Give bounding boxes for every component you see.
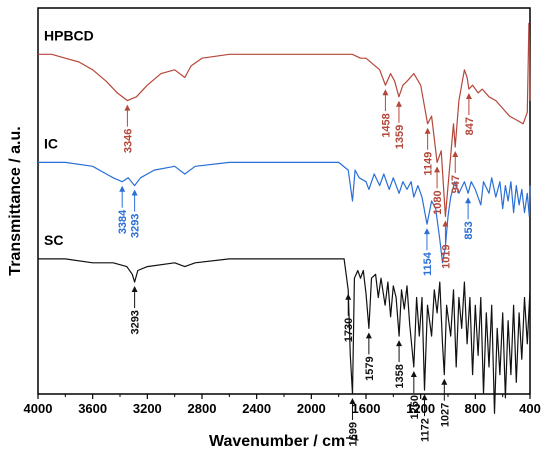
annotation-arrowhead-ic-3384 <box>119 185 126 192</box>
annotation-arrowhead-ic-853 <box>465 197 472 204</box>
series-label-hpbcd: HPBCD <box>44 27 94 43</box>
annotation-label-sc-1579: 1579 <box>364 356 376 380</box>
x-tick-label-1200: 1200 <box>406 401 435 416</box>
annotation-label-sc-1250: 1250 <box>409 395 421 419</box>
annotation-arrowhead-hpbcd-1019 <box>442 220 449 227</box>
x-axis: 4000 3600 3200 2800 2400 2000 1600 1200 800 400 <box>24 394 541 416</box>
annotation-arrowhead-hpbcd-3346 <box>124 104 131 111</box>
x-tick-label-3200: 3200 <box>133 401 162 416</box>
annotation-label-sc-3293: 3293 <box>130 310 142 334</box>
annotation-label-hpbcd-1359: 1359 <box>394 125 406 149</box>
y-axis-title: Transmittance / a.u. <box>7 126 24 275</box>
x-tick-label-400: 400 <box>519 401 541 416</box>
x-tick-label-2800: 2800 <box>188 401 217 416</box>
annotation-label-sc-1027: 1027 <box>439 403 451 427</box>
annotation-label-hpbcd-1458: 1458 <box>380 113 392 137</box>
annotation-arrowhead-ic-1154 <box>423 228 430 235</box>
x-tick-label-3600: 3600 <box>78 401 107 416</box>
annotation-arrowhead-sc-1579 <box>365 332 372 339</box>
annotation-label-hpbcd-1149: 1149 <box>423 152 435 176</box>
annotation-arrowhead-ic-3293 <box>131 189 138 196</box>
annotation-label-sc-1172: 1172 <box>419 418 431 442</box>
annotation-label-hpbcd-3346: 3346 <box>122 129 134 153</box>
annotation-arrowhead-sc-1730 <box>345 293 352 300</box>
series-labels-group: HPBCD IC SC <box>44 27 94 248</box>
annotation-label-ic-1154: 1154 <box>422 251 434 276</box>
annotation-arrowhead-sc-3293 <box>131 286 138 293</box>
annotation-label-hpbcd-1080: 1080 <box>432 190 444 214</box>
annotation-arrowhead-hpbcd-847 <box>465 93 472 100</box>
annotation-arrowhead-sc-1699 <box>349 398 356 404</box>
series-label-sc: SC <box>44 232 63 248</box>
series-line-sc <box>38 258 531 414</box>
annotation-arrowhead-hpbcd-1149 <box>424 127 431 134</box>
annotation-label-hpbcd-847: 847 <box>464 117 476 135</box>
x-axis-title: Wavenumber / cm⁻¹ <box>209 433 359 450</box>
x-tick-label-2400: 2400 <box>242 401 271 416</box>
annotation-arrowhead-sc-1027 <box>441 378 448 385</box>
series-line-hpbcd <box>38 22 531 217</box>
x-tick-label-800: 800 <box>464 401 486 416</box>
annotation-arrowhead-hpbcd-1359 <box>395 100 402 107</box>
annotation-label-sc-1358: 1358 <box>394 364 406 388</box>
traces-group <box>38 22 531 414</box>
annotation-label-ic-853: 853 <box>463 221 475 239</box>
x-tick-label-1600: 1600 <box>352 401 381 416</box>
annotation-arrowhead-sc-1358 <box>396 340 403 347</box>
annotation-label-hpbcd-947: 947 <box>450 175 462 193</box>
annotation-arrowhead-sc-1172 <box>421 394 428 401</box>
annotation-arrowhead-hpbcd-1080 <box>434 166 441 173</box>
x-tick-label-2000: 2000 <box>297 401 326 416</box>
annotation-label-ic-3293: 3293 <box>130 214 142 238</box>
annotation-label-sc-1730: 1730 <box>343 318 355 342</box>
annotation-arrowhead-hpbcd-947 <box>452 150 459 157</box>
plot-frame <box>37 7 531 395</box>
series-label-ic: IC <box>44 135 58 151</box>
series-line-ic <box>38 161 531 264</box>
annotation-arrowhead-sc-1250 <box>410 370 417 377</box>
annotation-label-sc-1699: 1699 <box>347 422 359 446</box>
annotation-label-ic-3384: 3384 <box>117 209 129 234</box>
x-tick-label-4000: 4000 <box>24 401 53 416</box>
annotation-label-hpbcd-1019: 1019 <box>440 244 452 268</box>
annotation-arrowhead-hpbcd-1458 <box>382 89 389 96</box>
